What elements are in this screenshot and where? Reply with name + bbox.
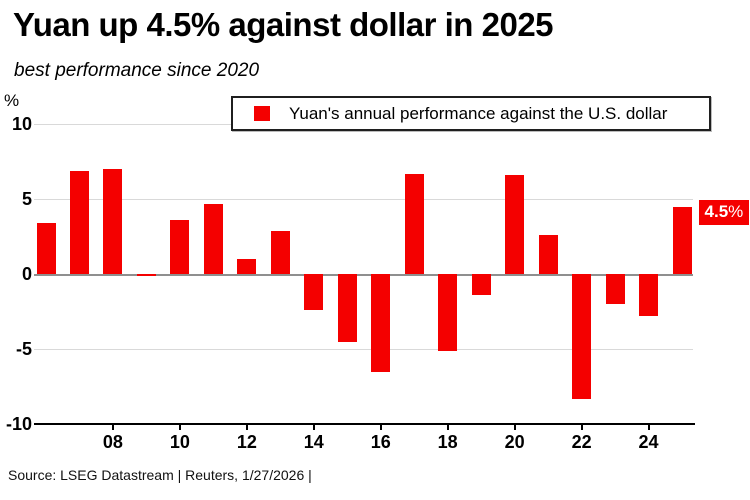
gridline bbox=[34, 349, 693, 350]
gridline bbox=[34, 199, 693, 200]
bar-2018 bbox=[438, 274, 458, 351]
x-tick-mark bbox=[446, 424, 449, 430]
bar-2024 bbox=[639, 274, 659, 316]
x-tick-label: 20 bbox=[504, 432, 525, 452]
bar-2020 bbox=[505, 175, 525, 274]
y-tick-label: -10 bbox=[5, 414, 32, 434]
zero-gridline bbox=[34, 274, 693, 276]
chart-subtitle: best performance since 2020 bbox=[14, 60, 260, 81]
y-tick-label: 10 bbox=[11, 114, 32, 134]
legend-label: Yuan's annual performance against the U.… bbox=[289, 103, 668, 123]
source-line: Source: LSEG Datastream | Reuters, 1/27/… bbox=[8, 467, 312, 483]
x-tick-label: 14 bbox=[303, 432, 324, 452]
legend-swatch-icon bbox=[254, 106, 270, 121]
y-tick-label: -5 bbox=[15, 339, 32, 359]
x-tick-label: 10 bbox=[169, 432, 190, 452]
x-tick-mark bbox=[513, 424, 516, 430]
bar-2025 bbox=[672, 206, 692, 274]
x-axis-line bbox=[34, 423, 695, 425]
bar-2021 bbox=[538, 235, 558, 274]
bar-2009 bbox=[136, 274, 156, 276]
x-tick-label: 16 bbox=[370, 432, 391, 452]
annotation-suffix: % bbox=[728, 201, 744, 221]
x-tick-mark bbox=[178, 424, 181, 430]
bar-2007 bbox=[69, 170, 89, 274]
x-tick-label: 24 bbox=[638, 432, 659, 452]
bar-2008 bbox=[103, 169, 123, 274]
bar-2012 bbox=[237, 259, 257, 274]
bar-2011 bbox=[203, 203, 223, 274]
x-tick-label: 22 bbox=[571, 432, 592, 452]
x-tick-mark bbox=[111, 424, 114, 430]
bar-2019 bbox=[471, 274, 491, 295]
chart-title: Yuan up 4.5% against dollar in 2025 bbox=[13, 6, 554, 43]
legend: Yuan's annual performance against the U.… bbox=[231, 96, 711, 131]
y-tick-label: 0 bbox=[21, 264, 32, 284]
x-tick-mark bbox=[379, 424, 382, 430]
bar-2017 bbox=[404, 173, 424, 274]
bar-2015 bbox=[337, 274, 357, 342]
x-tick-label: 12 bbox=[236, 432, 257, 452]
bar-2013 bbox=[270, 230, 290, 274]
x-tick-label: 08 bbox=[102, 432, 123, 452]
value-annotation: 4.5% bbox=[698, 199, 750, 225]
x-tick-mark bbox=[312, 424, 315, 430]
bar-2006 bbox=[36, 223, 56, 274]
y-tick-label: 5 bbox=[21, 189, 32, 209]
annotation-value: 4.5 bbox=[704, 201, 729, 221]
x-tick-label: 18 bbox=[437, 432, 458, 452]
y-axis-unit-label: % bbox=[4, 91, 20, 110]
x-tick-mark bbox=[245, 424, 248, 430]
bar-2023 bbox=[605, 274, 625, 304]
x-tick-mark bbox=[580, 424, 583, 430]
bar-2010 bbox=[170, 220, 190, 274]
bar-2014 bbox=[304, 274, 324, 310]
bar-2022 bbox=[572, 274, 592, 399]
x-tick-mark bbox=[647, 424, 650, 430]
bar-2016 bbox=[371, 274, 391, 372]
